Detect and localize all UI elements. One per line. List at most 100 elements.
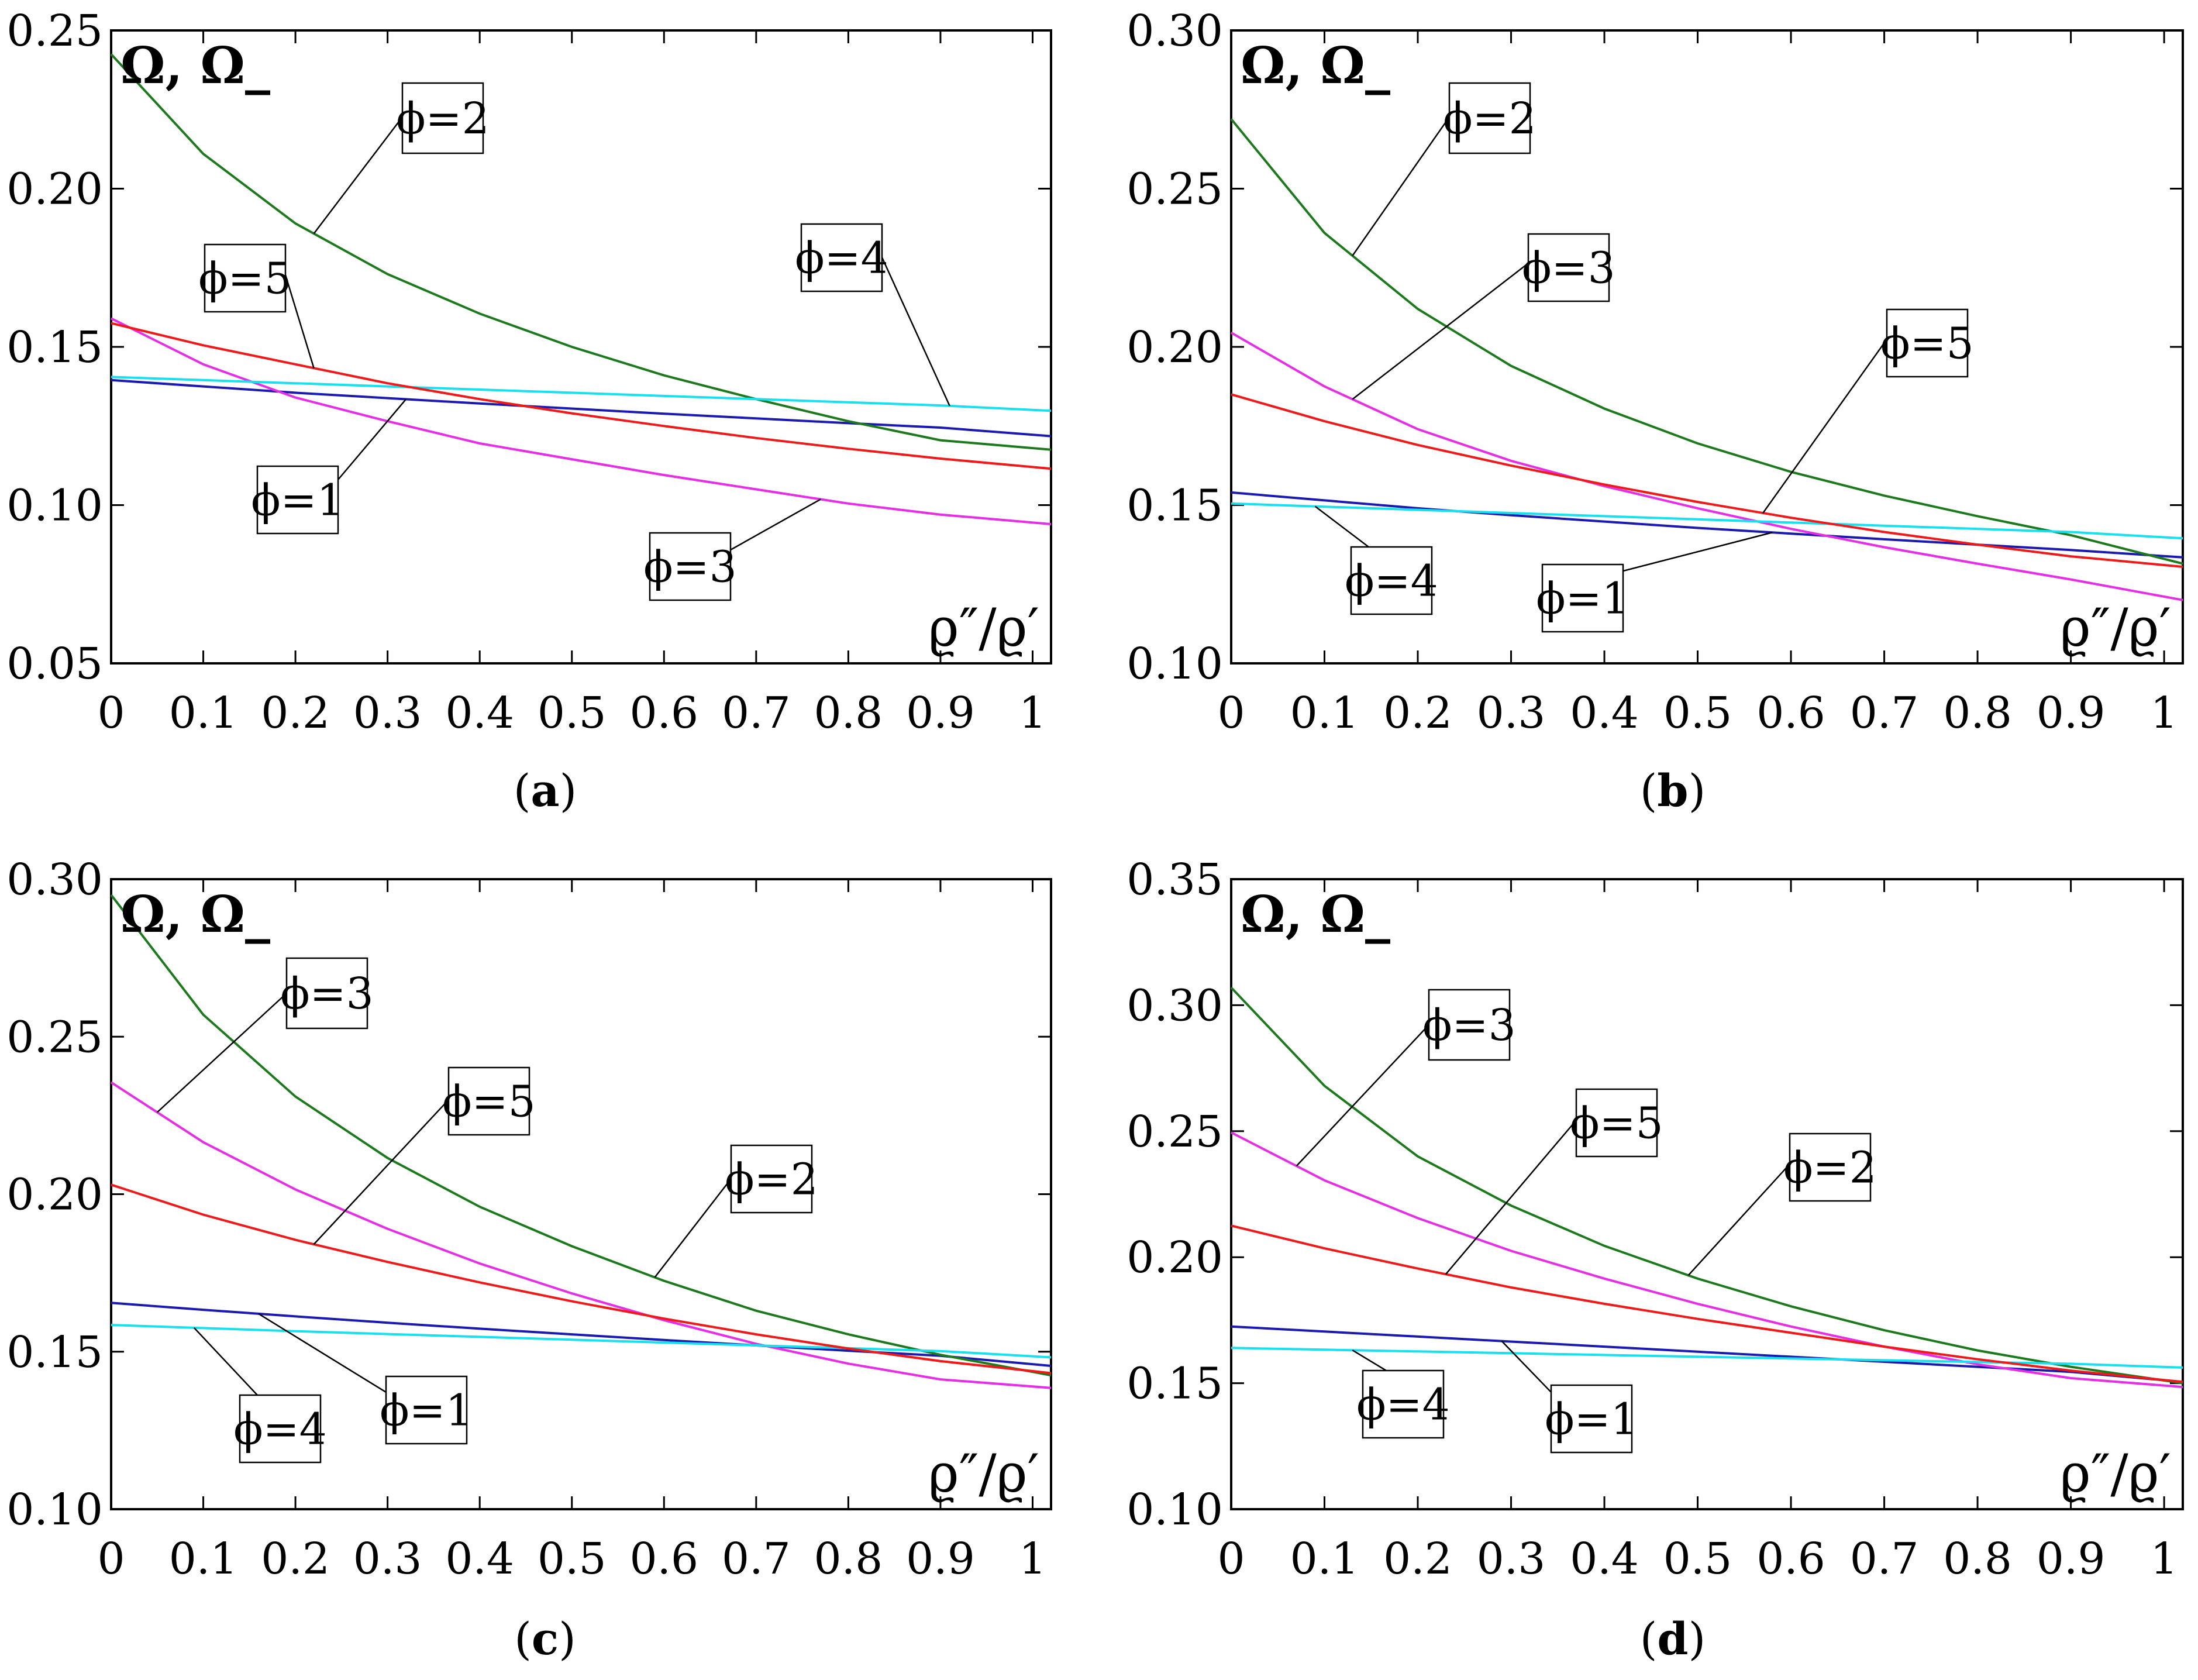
x-tick-label: 0.1 — [169, 688, 238, 738]
plot-frame — [1230, 878, 2184, 1510]
y-tick-label: 0.30 — [1126, 6, 1223, 56]
leader-line-phi2 — [1352, 116, 1451, 256]
series-label-box-phi2 — [730, 1144, 813, 1214]
series-label-box-phi1 — [1550, 1384, 1633, 1454]
y-axis-label: Ω, Ω_ — [120, 885, 270, 944]
x-tick-label: 0.6 — [629, 688, 698, 738]
leader-line-phi3 — [1296, 1024, 1429, 1167]
series-label-box-phi3 — [1527, 233, 1610, 302]
x-tick-label: 0.3 — [353, 1534, 422, 1584]
series-label-box-phi4 — [1362, 1369, 1445, 1439]
y-tick-label: 0.25 — [6, 1012, 103, 1062]
series-line-phi2 — [110, 894, 1052, 1377]
series-label-phi1: ϕ=1 — [1545, 1395, 1638, 1445]
x-tick-label: 0.9 — [906, 1534, 975, 1584]
series-line-phi1 — [111, 378, 1052, 438]
y-tick-label: 0.10 — [6, 1485, 103, 1535]
series-label-box-phi2 — [1448, 82, 1531, 154]
x-tick-label: 0.2 — [261, 1534, 330, 1584]
series-label-phi5: ϕ=5 — [1880, 319, 1974, 369]
y-tick-label: 0.10 — [6, 481, 103, 531]
leader-line-phi2 — [1687, 1163, 1790, 1276]
y-tick-label: 0.15 — [1126, 481, 1223, 531]
y-tick-label: 0.20 — [1126, 322, 1223, 373]
x-tick-label: 0.4 — [1570, 1534, 1639, 1584]
leader-line-phi3 — [730, 498, 821, 551]
x-tick-label: 1 — [1019, 688, 1046, 738]
series-label-box-phi2 — [401, 82, 484, 154]
x-tick-label: 1 — [2151, 688, 2178, 738]
x-tick-label: 1 — [1019, 1534, 1046, 1584]
series-label-box-phi3 — [285, 957, 368, 1030]
y-tick-label: 0.20 — [6, 1170, 103, 1220]
series-label-phi2: ϕ=2 — [725, 1155, 818, 1205]
leader-line-phi4 — [881, 257, 950, 407]
x-tick-label: 0.6 — [1756, 688, 1825, 738]
panel-c: 0.10 0.15 0.20 0.25 0.30 0 0.1 0.2 0.3 0.4 0.5 0.6 0… — [6, 855, 1052, 1665]
panel-d: 0.10 0.15 0.20 0.25 0.30 0.35 0 0.1 0.2 0.3 0.4 0.5… — [1126, 855, 2184, 1665]
panel-b: 0.10 0.15 0.20 0.25 0.30 0 0.1 0.2 0.3 0.4 0.5 0.6 0… — [1126, 6, 2184, 817]
leader-line-phi1 — [1614, 532, 1773, 574]
x-axis-label: ϱ″/ϱ′ — [2060, 1443, 2171, 1505]
series-line-phi4 — [1231, 1347, 2183, 1369]
x-tick-label: 0.8 — [1943, 688, 2012, 738]
series-label-phi1: ϕ=1 — [1536, 574, 1629, 624]
panel-a: 0.05 0.10 0.15 0.20 0.25 0 0.1 0.2 0.3 0.4 0.5 0.6 0… — [6, 6, 1052, 817]
leader-line-phi1 — [1501, 1340, 1552, 1393]
series-label-phi1: ϕ=1 — [251, 476, 344, 526]
x-tick-label: 0.4 — [1570, 688, 1639, 738]
leader-line-phi5 — [284, 274, 315, 369]
series-label-phi4: ϕ=4 — [1345, 556, 1438, 607]
series-label-phi4: ϕ=4 — [1356, 1380, 1450, 1430]
leader-line-phi4 — [1314, 505, 1369, 548]
series-label-box-phi3 — [1428, 989, 1511, 1061]
x-tick-label: 0.3 — [353, 688, 422, 738]
series-label-box-phi4 — [239, 1394, 322, 1464]
series-label-box-phi4 — [1350, 546, 1433, 615]
panel-caption: (b) — [1640, 765, 1706, 817]
series-label-box-phi4 — [800, 223, 883, 292]
x-tick-label: 0.1 — [1290, 1534, 1359, 1584]
leader-line-phi3 — [156, 993, 287, 1113]
x-tick-label: 0.7 — [722, 1534, 791, 1584]
x-axis-label: ϱ″/ϱ′ — [928, 1443, 1039, 1505]
y-tick-label: 0.25 — [1126, 1107, 1223, 1157]
series-line-phi5 — [1231, 1224, 2183, 1383]
series-line-phi3 — [110, 1081, 1052, 1389]
x-tick-label: 0.9 — [906, 688, 975, 738]
y-tick-label: 0.25 — [6, 6, 103, 56]
leader-line-phi4 — [1352, 1349, 1387, 1372]
x-tick-label: 0.5 — [1663, 1534, 1732, 1584]
x-tick-label: 0 — [1217, 688, 1245, 738]
series-line-phi1 — [1231, 491, 2183, 559]
y-axis-label: Ω, Ω_ — [1241, 885, 1390, 944]
y-axis-label: Ω, Ω_ — [120, 36, 270, 95]
y-tick-label: 0.25 — [1126, 164, 1223, 215]
x-tick-label: 0.9 — [2037, 1534, 2106, 1584]
x-tick-label: 0.7 — [1850, 1534, 1919, 1584]
series-line-phi2 — [1230, 986, 2183, 1385]
y-tick-label: 0.20 — [1126, 1233, 1223, 1283]
y-tick-label: 0.10 — [1126, 639, 1223, 689]
series-label-phi3: ϕ=3 — [1522, 243, 1615, 294]
series-label-phi3: ϕ=3 — [643, 542, 737, 593]
x-tick-label: 0.2 — [1383, 688, 1452, 738]
x-tick-label: 0.8 — [1943, 1534, 2012, 1584]
series-label-phi1: ϕ=1 — [380, 1386, 473, 1436]
plot-frame — [110, 29, 1052, 665]
series-line-phi4 — [1231, 502, 2183, 540]
series-line-phi2 — [1230, 118, 2183, 565]
series-label-box-phi5 — [1575, 1088, 1658, 1158]
series-label-phi5: ϕ=5 — [1570, 1099, 1663, 1149]
series-line-phi5 — [111, 1183, 1052, 1375]
x-tick-label: 0.5 — [538, 1534, 607, 1584]
x-tick-label: 0 — [1217, 1534, 1245, 1584]
series-label-box-phi5 — [447, 1066, 530, 1136]
x-tick-label: 1 — [2151, 1534, 2178, 1584]
y-axis-label: Ω, Ω_ — [1241, 36, 1390, 95]
leader-line-phi2 — [313, 116, 403, 235]
y-tick-label: 0.10 — [1126, 1485, 1223, 1535]
series-label-box-phi3 — [649, 532, 732, 601]
x-tick-label: 0.4 — [445, 688, 514, 738]
